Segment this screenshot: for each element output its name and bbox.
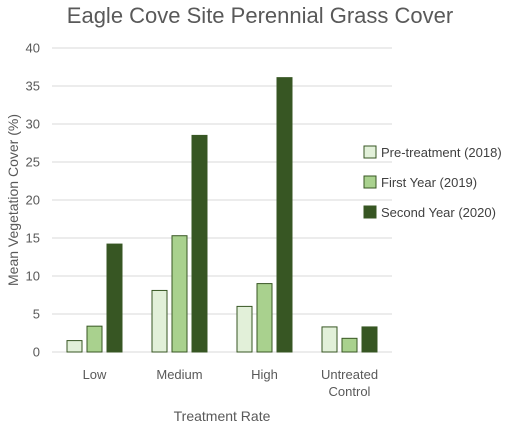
legend-swatch <box>363 145 377 159</box>
bars <box>66 77 378 353</box>
bar <box>171 235 188 353</box>
legend-label: Second Year (2020) <box>381 205 496 220</box>
y-tick-label: 40 <box>26 41 40 56</box>
bar <box>276 77 293 353</box>
y-axis-title: Mean Vegetation Cover (%) <box>5 114 21 286</box>
chart-title: Eagle Cove Site Perennial Grass Cover <box>67 3 453 28</box>
x-tick-label: Low <box>83 367 107 382</box>
y-tick-label: 10 <box>26 269 40 284</box>
legend-swatch <box>363 175 377 189</box>
y-tick-label: 20 <box>26 193 40 208</box>
legend-label: First Year (2019) <box>381 175 477 190</box>
x-tick-label: Control <box>329 384 371 399</box>
y-tick-label: 0 <box>33 345 40 360</box>
bar <box>256 283 273 353</box>
y-tick-label: 35 <box>26 79 40 94</box>
x-tick-label: Medium <box>156 367 202 382</box>
y-tick-label: 30 <box>26 117 40 132</box>
y-tick-label: 15 <box>26 231 40 246</box>
x-tick-label: High <box>251 367 278 382</box>
bar <box>66 340 83 353</box>
bar <box>361 326 378 353</box>
x-tick-label: Untreated <box>321 367 378 382</box>
y-axis-ticks: 0 5 10 15 20 25 30 35 40 <box>26 41 40 360</box>
legend-swatch <box>363 205 377 219</box>
y-tick-label: 5 <box>33 307 40 322</box>
x-axis-title: Treatment Rate <box>174 408 271 424</box>
legend-label: Pre-treatment (2018) <box>381 145 502 160</box>
y-tick-label: 25 <box>26 155 40 170</box>
bar <box>86 325 103 353</box>
bar <box>341 337 358 353</box>
bar <box>236 305 253 353</box>
x-axis-ticks: Low Medium High Untreated Control <box>83 367 378 399</box>
bar <box>106 243 123 353</box>
gridlines <box>52 47 392 353</box>
bar <box>151 289 168 353</box>
legend: Pre-treatment (2018) First Year (2019) Sec… <box>363 145 502 220</box>
bar <box>191 134 208 353</box>
bar <box>321 326 338 353</box>
